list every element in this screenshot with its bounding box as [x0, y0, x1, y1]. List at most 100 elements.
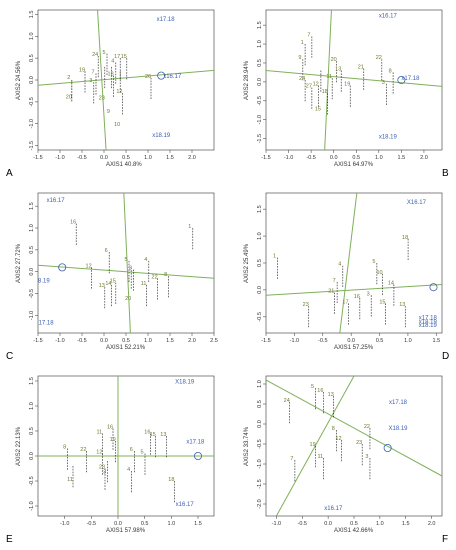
- x-tick-label: -1.5: [261, 155, 270, 161]
- x-axis-label: AXIS1 64.97%: [334, 162, 374, 168]
- environment-label: x18.19: [152, 133, 171, 139]
- y-tick-label: -1.5: [257, 479, 263, 488]
- genotype-label: 12: [86, 263, 92, 269]
- environment-label: x17.18: [401, 76, 420, 82]
- y-tick-label: 0.5: [257, 400, 263, 408]
- genotype-label: 19: [79, 67, 85, 73]
- genotype-label: 22: [80, 447, 86, 453]
- genotype-label: 4: [144, 257, 147, 263]
- genotype-label: 18: [322, 89, 328, 95]
- genotype-label: 3: [365, 454, 368, 460]
- panel-f: -1.0 -0.5 0.0 0.5 1.0 1.5 2.0 -2.0 -1.5 -1.0 -0.5 0…: [228, 366, 456, 549]
- genotype-label: 24: [284, 398, 290, 404]
- average-environment-axis: [38, 264, 214, 279]
- panel-letter: E: [6, 534, 13, 545]
- x-tick-label: 2.0: [188, 338, 196, 344]
- panel-a: -1.5 -1.0 -0.5 0.0 0.5 1.0 1.5 2.0 -1.5 -1.0 -0.5 0…: [0, 0, 228, 183]
- genotype-label: 6: [105, 248, 108, 254]
- genotype-label: 5: [372, 259, 375, 265]
- biplot-svg: -1.5 -1.0 -0.5 0.0 0.5 1.0 1.5 2.0 2.5 -1.0 -0.5 0.…: [29, 192, 218, 344]
- plot-frame: [37, 192, 215, 334]
- genotype-label: 8: [389, 68, 392, 74]
- y-tick-label: -1.5: [257, 134, 263, 143]
- x-tick-label: -1.0: [290, 338, 299, 344]
- plot-frame: [265, 375, 443, 517]
- x-axis-label: AXIS1 52.21%: [106, 345, 146, 351]
- x-tick-label: -1.5: [33, 155, 42, 161]
- y-tick-label: -0.5: [257, 312, 263, 321]
- environment-label: X16.17: [407, 200, 427, 206]
- genotype-label: 1: [273, 254, 276, 260]
- y-tick-label: -0.5: [29, 97, 35, 106]
- biplot-svg: -1.5 -1.0 -0.5 0.0 0.5 1.0 1.5 2.0 -1.5 -1.0 -0.5 0…: [257, 9, 443, 161]
- y-tick-label: 1.0: [257, 40, 263, 48]
- average-environment-circle: [397, 76, 406, 85]
- x-tick-label: -1.5: [261, 338, 270, 344]
- y-tick-label: -2.0: [257, 499, 263, 508]
- genotype-label: 11: [317, 454, 323, 460]
- environment-label: x17.18: [157, 17, 176, 23]
- y-tick-label: 0.5: [29, 246, 35, 254]
- x-tick-label: 1.5: [398, 155, 406, 161]
- genotype-label: 22: [152, 274, 158, 280]
- environment-label: x18.19: [419, 323, 438, 329]
- x-tick-label: 1.0: [375, 155, 383, 161]
- genotype-label: 5: [102, 50, 105, 56]
- genotype-label: 15: [379, 299, 385, 305]
- x-tick-label: 1.0: [144, 155, 152, 161]
- average-environment-axis: [266, 379, 442, 477]
- y-tick-label: -0.5: [29, 476, 35, 485]
- genotype-label: 1: [188, 224, 191, 230]
- x-tick-label: 0.5: [141, 521, 149, 527]
- x-tick-label: 1.0: [376, 521, 384, 527]
- x-tick-label: 1.0: [144, 338, 152, 344]
- y-tick-label: -1.0: [29, 311, 35, 320]
- biplot-svg: -1.5 -1.0 -0.5 0.0 0.5 1.0 1.5 2.0 -1.5 -1.0 -0.5 0…: [29, 9, 215, 161]
- genotype-label: 10: [114, 122, 120, 128]
- y-tick-label: -1.0: [257, 459, 263, 468]
- average-environment-circle: [429, 283, 438, 292]
- x-tick-label: 1.5: [166, 155, 174, 161]
- x-tick-label: 0.0: [100, 338, 108, 344]
- genotype-label: 16: [144, 430, 150, 436]
- x-axis-label: AXIS1 40.8%: [106, 162, 142, 168]
- genotype-label: 19: [310, 442, 316, 448]
- environment-label: X18.19: [175, 380, 195, 386]
- genotype-label: 18: [168, 477, 174, 483]
- biplot-svg: -1.0 -0.5 0.0 0.5 1.0 1.5 2.0 -2.0 -1.5 -1.0 -0.5 0…: [257, 375, 443, 527]
- environment-label: x16.17: [47, 198, 66, 204]
- genotype-label: 15: [150, 432, 156, 438]
- y-tick-label: -0.5: [29, 289, 35, 298]
- average-environment-circle: [58, 263, 67, 272]
- y-axis-label: AXIS2 25.49%: [244, 243, 250, 283]
- x-tick-label: 2.0: [428, 521, 436, 527]
- x-axis-label: AXIS1 57.98%: [106, 528, 146, 534]
- x-axis-label: AXIS1 57.25%: [334, 345, 374, 351]
- x-tick-label: 0.5: [350, 521, 358, 527]
- y-tick-label: 1.0: [257, 380, 263, 388]
- x-tick-label: 0.5: [122, 155, 130, 161]
- y-tick-label: 0.0: [257, 420, 263, 428]
- x-tick-label: 0.0: [330, 155, 338, 161]
- panel-letter: D: [442, 351, 450, 362]
- environment-label: x16.17: [379, 14, 398, 20]
- biplot-svg: -1.5 -1.0 -0.5 0.0 0.5 1.0 1.5 -0.5 0.0 0.5 1.0 1.5…: [257, 192, 443, 344]
- genotype-label: 11: [96, 430, 102, 436]
- x-tick-label: -0.5: [77, 338, 86, 344]
- orthogonal-axis: [324, 10, 332, 150]
- environment-label: x17.18: [419, 316, 438, 322]
- environment-label: x18.19: [419, 319, 438, 325]
- genotype-label: 3: [367, 291, 370, 297]
- average-environment-circle: [193, 452, 202, 461]
- genotype-label: 11: [326, 74, 332, 80]
- x-tick-label: -0.5: [297, 521, 306, 527]
- x-tick-label: 0.0: [324, 521, 332, 527]
- genotype-label: 3: [103, 470, 106, 476]
- genotype-label: 22: [364, 424, 370, 430]
- genotype-label: 17: [114, 54, 120, 60]
- genotype-label: 7: [290, 456, 293, 462]
- x-tick-label: -1.0: [272, 521, 281, 527]
- orthogonal-axis: [97, 10, 107, 150]
